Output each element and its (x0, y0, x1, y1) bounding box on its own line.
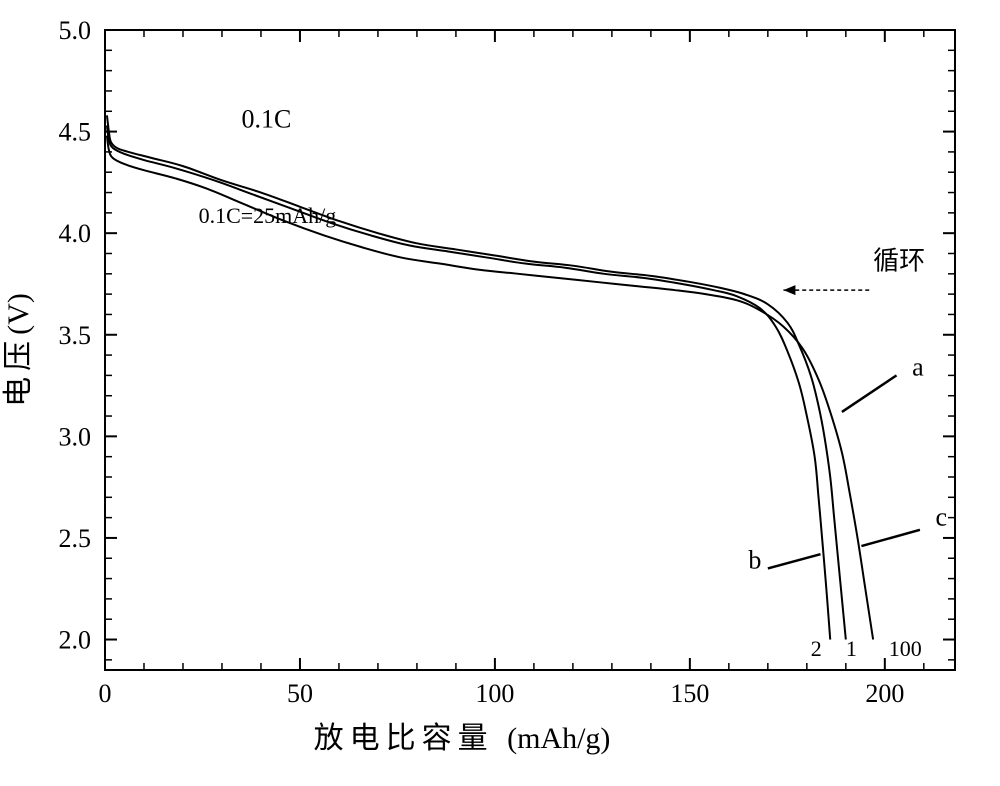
annotation-end_2: 2 (811, 636, 822, 661)
y-tick-label: 4.5 (59, 118, 92, 147)
annotation-rate_def: 0.1C=25mAh/g (199, 203, 337, 228)
y-tick-label: 3.5 (59, 321, 92, 350)
x-tick-label: 150 (670, 679, 709, 708)
pointer-c (861, 530, 919, 546)
annotation-rate_label: 0.1C (241, 105, 291, 134)
y-tick-label: 5.0 (59, 16, 92, 45)
annotation-c_label: c (936, 503, 948, 532)
annotation-a_label: a (912, 352, 924, 381)
y-axis-label: 电压(V) (2, 293, 35, 407)
annotation-cycle_cn: 循环 (873, 247, 925, 276)
y-tick-label: 2.0 (59, 626, 92, 655)
x-tick-label: 100 (475, 679, 514, 708)
pointer-a (842, 375, 897, 412)
x-tick-label: 0 (99, 679, 112, 708)
annotation-end_100: 100 (889, 636, 922, 661)
y-tick-label: 4.0 (59, 219, 92, 248)
discharge-curve-chart: 0 50 100 150 200 2.0 2.5 3.0 3.5 4.0 4.5 5.0 放电比容量 (… (0, 0, 1000, 786)
annotation-b_label: b (748, 545, 761, 574)
cycle-arrow-head (783, 285, 795, 295)
pointer-b (768, 554, 821, 568)
x-tick-label: 50 (287, 679, 313, 708)
y-tick-label: 2.5 (59, 524, 92, 553)
x-axis-label: 放电比容量 (mAh/g) (314, 722, 611, 755)
chart-svg: 0 50 100 150 200 2.0 2.5 3.0 3.5 4.0 4.5 5.0 放电比容量 (… (0, 0, 1000, 786)
annotation-end_1: 1 (846, 636, 857, 661)
x-tick-label: 200 (865, 679, 904, 708)
y-tick-label: 3.0 (59, 422, 92, 451)
plot-frame (105, 30, 955, 670)
